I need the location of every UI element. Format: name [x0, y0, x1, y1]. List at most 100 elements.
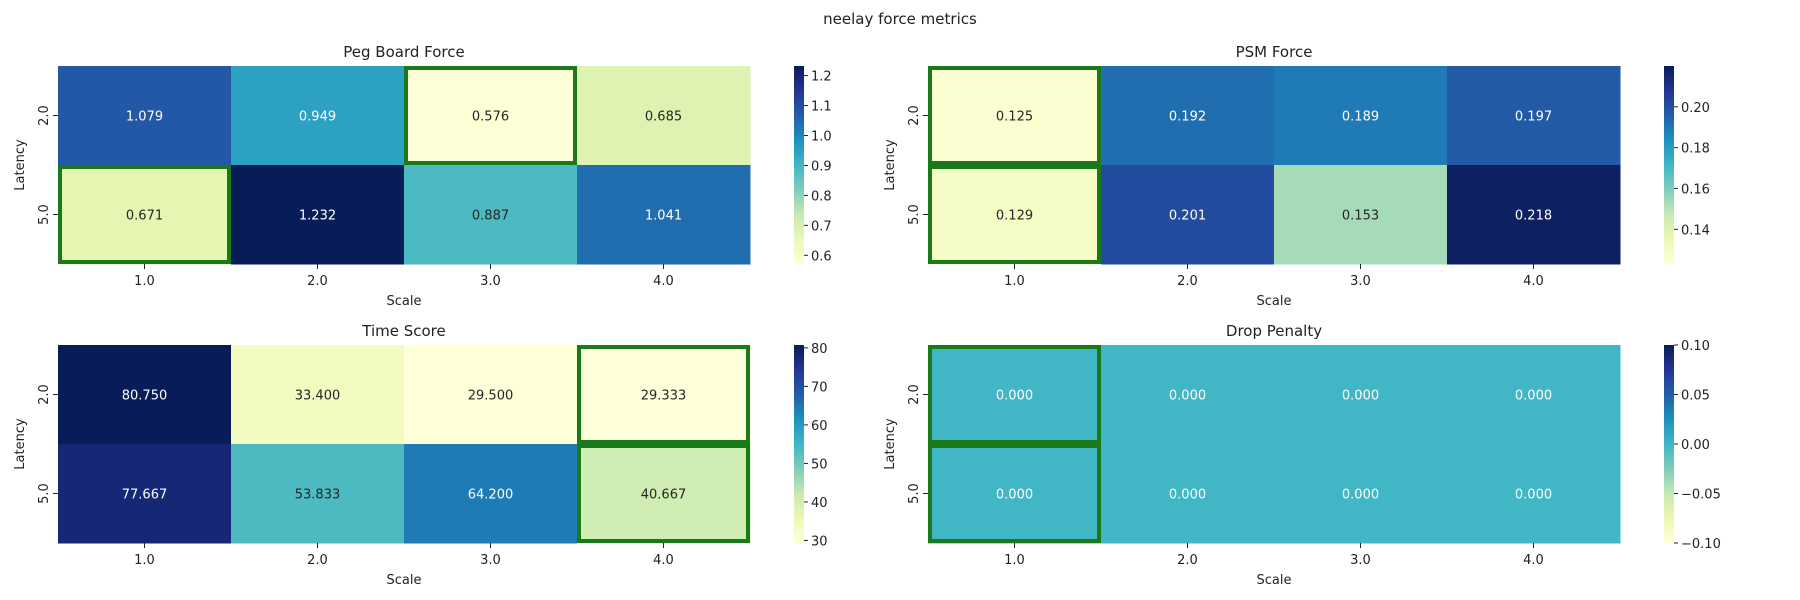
cell-value-label: 0.000 — [1342, 389, 1379, 404]
colorbar-tick-label: 50 — [811, 457, 828, 472]
colorbar-tick-label: 0.7 — [811, 219, 832, 234]
x-tick-label: 1.0 — [134, 553, 155, 568]
heatmap-cell — [928, 165, 1102, 265]
y-tick-label: 2.0 — [907, 105, 922, 126]
highlight-box — [404, 66, 577, 165]
x-tick-label: 4.0 — [653, 274, 674, 289]
heatmap-cell — [231, 165, 405, 265]
colorbar-tick-label: 0.14 — [1681, 223, 1710, 238]
heatmap-panel: Peg Board Force 1.079 0.949 0.576 0.685 0.671… — [13, 43, 832, 309]
cell-value-label: 0.125 — [996, 110, 1033, 125]
heatmap-cell — [1101, 345, 1275, 445]
cell-value-label: 64.200 — [468, 488, 514, 503]
y-axis-label: Latency — [883, 418, 898, 470]
cell-value-label: 0.685 — [645, 110, 682, 125]
figure-title: neelay force metrics — [823, 10, 977, 28]
heatmap-cell — [1101, 444, 1275, 544]
colorbar-tick-label: 1.1 — [811, 100, 832, 115]
y-tick-label: 2.0 — [907, 384, 922, 405]
heatmap-title: Peg Board Force — [343, 43, 464, 61]
colorbar: −0.10 −0.05 0.00 0.05 0.10 — [1664, 339, 1721, 552]
cell-value-label: 0.000 — [1342, 488, 1379, 503]
colorbar-tick-label: 0.16 — [1681, 182, 1710, 197]
colorbar-tick-label: 40 — [811, 496, 828, 511]
highlight-box — [928, 345, 1101, 444]
heatmap-cell — [404, 66, 578, 166]
highlight-box — [928, 165, 1101, 264]
cell-value-label: 0.000 — [1169, 389, 1206, 404]
heatmap-cell — [58, 66, 232, 166]
heatmap-cell — [577, 165, 751, 265]
colorbar-tick-label: 60 — [811, 419, 828, 434]
colorbar-tick-label: 1.0 — [811, 129, 832, 144]
x-tick-label: 2.0 — [1177, 274, 1198, 289]
x-tick-label: 3.0 — [480, 553, 501, 568]
heatmap-cell — [1447, 345, 1621, 445]
heatmap-cell — [58, 345, 232, 445]
cell-value-label: 0.576 — [472, 110, 509, 125]
cell-value-label: 0.192 — [1169, 110, 1206, 125]
heatmap-cell — [928, 345, 1102, 445]
heatmap-title: PSM Force — [1236, 43, 1313, 61]
colorbar-tick-label: 0.10 — [1681, 339, 1710, 354]
heatmap-cell — [404, 165, 578, 265]
colorbar: 0.14 0.16 0.18 0.20 — [1664, 66, 1710, 264]
x-tick-label: 2.0 — [1177, 553, 1198, 568]
y-tick-label: 5.0 — [907, 204, 922, 225]
cell-value-label: 0.887 — [472, 209, 509, 224]
heatmap-cell — [1447, 66, 1621, 166]
cell-value-label: 0.671 — [126, 209, 163, 224]
x-tick-label: 4.0 — [1523, 553, 1544, 568]
heatmap-cell — [928, 66, 1102, 166]
cell-value-label: 0.218 — [1515, 209, 1552, 224]
cell-value-label: 1.079 — [126, 110, 163, 125]
heatmap-panel: Time Score 80.750 33.400 29.500 29.333 77.667… — [13, 322, 828, 588]
heatmap-cell — [1101, 165, 1275, 265]
x-tick-label: 3.0 — [480, 274, 501, 289]
heatmap-cell — [231, 444, 405, 544]
y-tick-label: 5.0 — [37, 483, 52, 504]
cell-value-label: 0.949 — [299, 110, 336, 125]
x-axis-label: Scale — [1257, 573, 1292, 588]
y-tick-label: 2.0 — [37, 105, 52, 126]
highlight-box — [58, 165, 231, 264]
cell-value-label: 0.153 — [1342, 209, 1379, 224]
cell-value-label: 1.041 — [645, 209, 682, 224]
heatmap-cell — [928, 444, 1102, 544]
colorbar-tick-label: 0.00 — [1681, 438, 1710, 453]
cell-value-label: 33.400 — [295, 389, 341, 404]
x-tick-label: 2.0 — [307, 553, 328, 568]
x-tick-label: 3.0 — [1350, 553, 1371, 568]
cell-value-label: 80.750 — [122, 389, 168, 404]
colorbar-tick-label: 0.05 — [1681, 389, 1710, 404]
y-tick-label: 2.0 — [37, 384, 52, 405]
x-axis-label: Scale — [387, 294, 422, 309]
cell-value-label: 0.000 — [996, 389, 1033, 404]
x-tick-label: 4.0 — [1523, 274, 1544, 289]
y-tick-label: 5.0 — [907, 483, 922, 504]
heatmap-cell — [577, 66, 751, 166]
heatmap-panel: Drop Penalty 0.000 0.000 0.000 0.000 0.000 0.0… — [883, 322, 1721, 588]
colorbar-tick-label: −0.05 — [1681, 488, 1721, 503]
heatmap-cell — [231, 66, 405, 166]
heatmap-cell — [1447, 165, 1621, 265]
colorbar-tick-label: 70 — [811, 380, 828, 395]
heatmap-title: Time Score — [361, 322, 446, 340]
cell-value-label: 0.000 — [996, 488, 1033, 503]
colorbar-tick-label: 0.18 — [1681, 142, 1710, 157]
cell-value-label: 0.129 — [996, 209, 1033, 224]
cell-value-label: 0.000 — [1515, 488, 1552, 503]
cell-value-label: 0.189 — [1342, 110, 1379, 125]
heatmap-cell — [1274, 66, 1448, 166]
x-axis-label: Scale — [1257, 294, 1292, 309]
cell-value-label: 53.833 — [295, 488, 341, 503]
cell-value-label: 29.333 — [641, 389, 687, 404]
heatmap-cell — [58, 444, 232, 544]
colorbar-tick-label: 80 — [811, 342, 828, 357]
x-axis-label: Scale — [387, 573, 422, 588]
heatmap-cell — [1101, 66, 1275, 166]
cell-value-label: 0.197 — [1515, 110, 1552, 125]
x-tick-label: 4.0 — [653, 553, 674, 568]
x-tick-label: 3.0 — [1350, 274, 1371, 289]
